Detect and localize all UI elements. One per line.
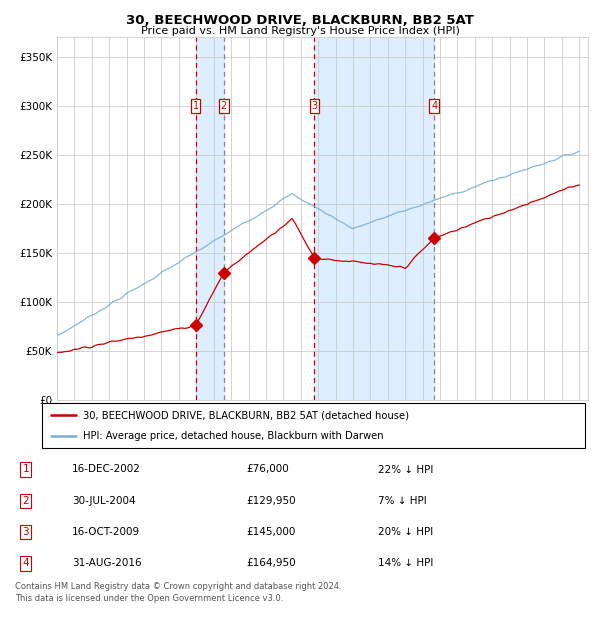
Text: 2: 2 bbox=[221, 101, 227, 111]
Text: 31-AUG-2016: 31-AUG-2016 bbox=[72, 559, 142, 569]
Text: 30, BEECHWOOD DRIVE, BLACKBURN, BB2 5AT: 30, BEECHWOOD DRIVE, BLACKBURN, BB2 5AT bbox=[126, 14, 474, 27]
Text: 30-JUL-2004: 30-JUL-2004 bbox=[72, 496, 136, 506]
Text: 3: 3 bbox=[311, 101, 317, 111]
Text: 4: 4 bbox=[431, 101, 437, 111]
Text: 2: 2 bbox=[22, 496, 29, 506]
Text: £76,000: £76,000 bbox=[246, 464, 289, 474]
Text: 16-DEC-2002: 16-DEC-2002 bbox=[72, 464, 141, 474]
Text: 22% ↓ HPI: 22% ↓ HPI bbox=[378, 464, 433, 474]
Text: 4: 4 bbox=[22, 559, 29, 569]
Text: 1: 1 bbox=[22, 464, 29, 474]
Text: £129,950: £129,950 bbox=[246, 496, 296, 506]
Bar bbox=[314, 37, 434, 400]
Text: 20% ↓ HPI: 20% ↓ HPI bbox=[378, 527, 433, 537]
Text: 14% ↓ HPI: 14% ↓ HPI bbox=[378, 559, 433, 569]
Text: HPI: Average price, detached house, Blackburn with Darwen: HPI: Average price, detached house, Blac… bbox=[83, 430, 383, 441]
Text: 16-OCT-2009: 16-OCT-2009 bbox=[72, 527, 140, 537]
Text: £164,950: £164,950 bbox=[246, 559, 296, 569]
Bar bbox=[196, 37, 224, 400]
Text: 7% ↓ HPI: 7% ↓ HPI bbox=[378, 496, 427, 506]
Text: 3: 3 bbox=[22, 527, 29, 537]
Text: 30, BEECHWOOD DRIVE, BLACKBURN, BB2 5AT (detached house): 30, BEECHWOOD DRIVE, BLACKBURN, BB2 5AT … bbox=[83, 410, 409, 420]
Text: 1: 1 bbox=[193, 101, 199, 111]
FancyBboxPatch shape bbox=[42, 403, 585, 448]
Text: Price paid vs. HM Land Registry's House Price Index (HPI): Price paid vs. HM Land Registry's House … bbox=[140, 26, 460, 36]
Text: £145,000: £145,000 bbox=[246, 527, 295, 537]
Text: Contains HM Land Registry data © Crown copyright and database right 2024.
This d: Contains HM Land Registry data © Crown c… bbox=[15, 582, 341, 603]
